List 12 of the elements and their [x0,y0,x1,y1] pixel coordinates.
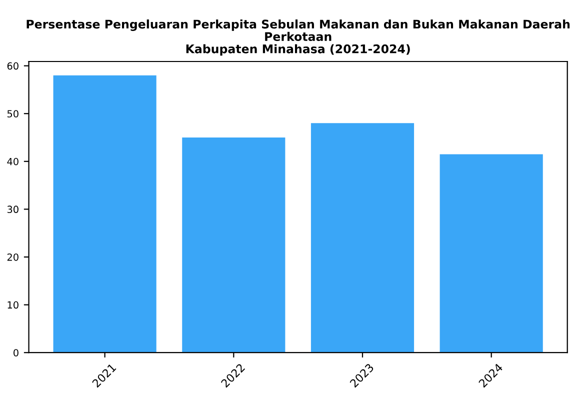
chart-title: Persentase Pengeluaran Perkapita Sebulan Makanan dan Bukan Makanan Daerah Perkotaan Kabupaten Minahasa (2021-2024) [26,19,570,56]
y-tick-label: 30 [7,206,18,214]
y-tick-label: 0 [14,349,18,356]
bar [310,123,414,353]
y-tick-label: 10 [8,301,18,309]
bar [182,138,286,353]
bar [53,75,156,353]
y-tick-label: 50 [7,110,18,118]
y-tick-label: 60 [7,62,18,70]
y-tick-label: 40 [7,158,18,166]
y-tick-label: 20 [7,253,18,261]
bar [440,154,543,353]
